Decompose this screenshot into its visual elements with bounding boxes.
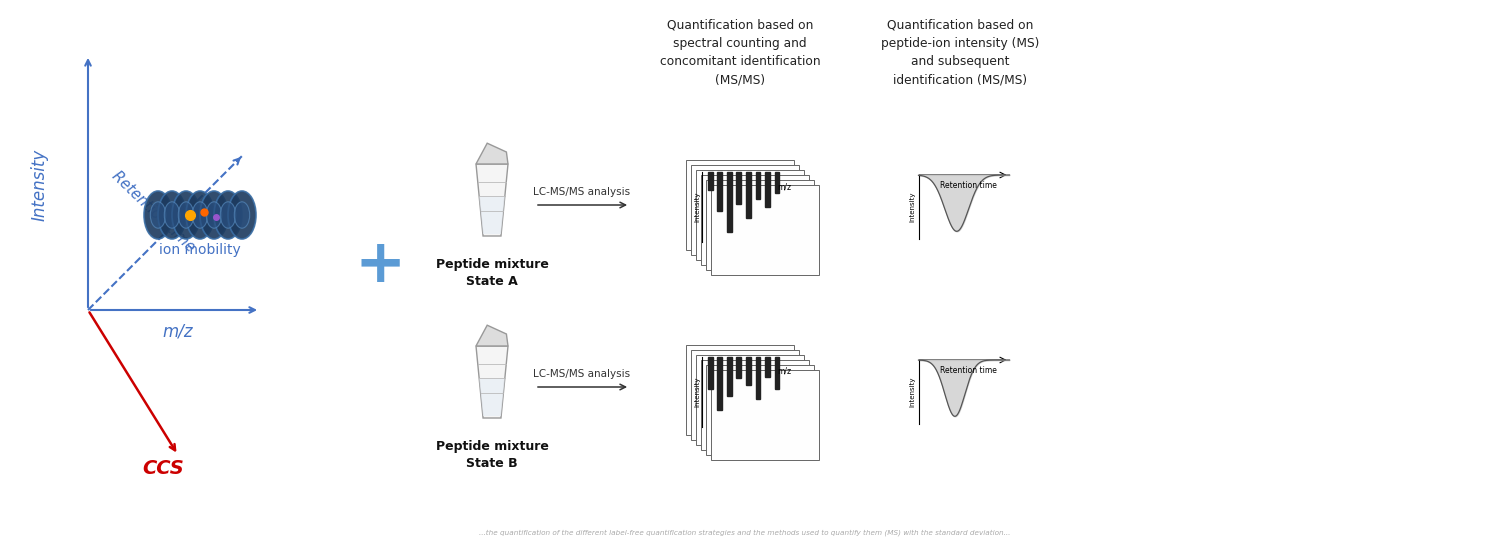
FancyBboxPatch shape [711, 370, 820, 460]
Ellipse shape [186, 191, 215, 239]
Text: Retention time: Retention time [109, 169, 197, 255]
Text: Intensity: Intensity [694, 191, 700, 222]
FancyBboxPatch shape [685, 160, 794, 250]
Text: m/z: m/z [162, 323, 194, 341]
Bar [727, 357, 732, 395]
Ellipse shape [206, 202, 222, 228]
Text: +: + [355, 236, 405, 294]
FancyBboxPatch shape [706, 180, 814, 270]
Ellipse shape [150, 202, 165, 228]
FancyBboxPatch shape [691, 350, 799, 440]
Polygon shape [475, 325, 508, 346]
Text: ion mobility: ion mobility [159, 243, 241, 257]
Text: CCS: CCS [142, 459, 183, 478]
Text: Intensity: Intensity [31, 149, 49, 221]
Text: Intensity: Intensity [909, 191, 915, 222]
Bar [775, 357, 779, 388]
Text: Intensity: Intensity [909, 377, 915, 407]
Polygon shape [480, 196, 505, 234]
Bar [708, 172, 712, 189]
Text: Peptide mixture
State B: Peptide mixture State B [435, 440, 548, 470]
FancyBboxPatch shape [696, 355, 805, 445]
FancyBboxPatch shape [691, 165, 799, 255]
FancyBboxPatch shape [685, 345, 794, 435]
Polygon shape [475, 143, 508, 164]
Bar [764, 357, 770, 376]
Text: Quantification based on
spectral counting and
concomitant identification
(MS/MS): Quantification based on spectral countin… [660, 18, 821, 86]
Ellipse shape [228, 191, 256, 239]
Bar [736, 172, 741, 203]
Ellipse shape [158, 191, 186, 239]
Text: LC-MS/MS analysis: LC-MS/MS analysis [533, 369, 630, 379]
Ellipse shape [145, 191, 171, 239]
Bar [717, 172, 723, 211]
FancyBboxPatch shape [706, 365, 814, 455]
Ellipse shape [164, 202, 180, 228]
FancyBboxPatch shape [700, 360, 809, 450]
Ellipse shape [179, 202, 194, 228]
Bar [755, 357, 760, 399]
Polygon shape [480, 379, 505, 416]
Bar [775, 172, 779, 193]
FancyBboxPatch shape [700, 175, 809, 265]
Text: Retention time: Retention time [940, 181, 997, 190]
Bar [736, 357, 741, 378]
Bar [746, 172, 751, 218]
Ellipse shape [221, 202, 235, 228]
FancyBboxPatch shape [696, 170, 805, 260]
Polygon shape [475, 164, 508, 236]
FancyBboxPatch shape [711, 185, 820, 275]
Ellipse shape [171, 191, 200, 239]
Ellipse shape [234, 202, 250, 228]
Polygon shape [475, 346, 508, 418]
Text: Quantification based on
peptide-ion intensity (MS)
and subsequent
identification: Quantification based on peptide-ion inte… [881, 18, 1039, 86]
Bar [708, 357, 712, 388]
Text: LC-MS/MS analysis: LC-MS/MS analysis [533, 187, 630, 197]
Text: ...the quantification of the different label-free quantification strategies and : ...the quantification of the different l… [480, 529, 1010, 536]
Text: Peptide mixture
State A: Peptide mixture State A [435, 258, 548, 288]
Ellipse shape [192, 202, 207, 228]
Text: m/z: m/z [776, 182, 791, 191]
Text: Intensity: Intensity [694, 377, 700, 407]
Bar [717, 357, 723, 410]
Text: Retention time: Retention time [940, 366, 997, 375]
Bar [746, 357, 751, 385]
Bar [764, 172, 770, 207]
Ellipse shape [215, 191, 241, 239]
Ellipse shape [200, 191, 228, 239]
Bar [727, 172, 732, 232]
Text: m/z: m/z [776, 367, 791, 376]
Bar [755, 172, 760, 199]
